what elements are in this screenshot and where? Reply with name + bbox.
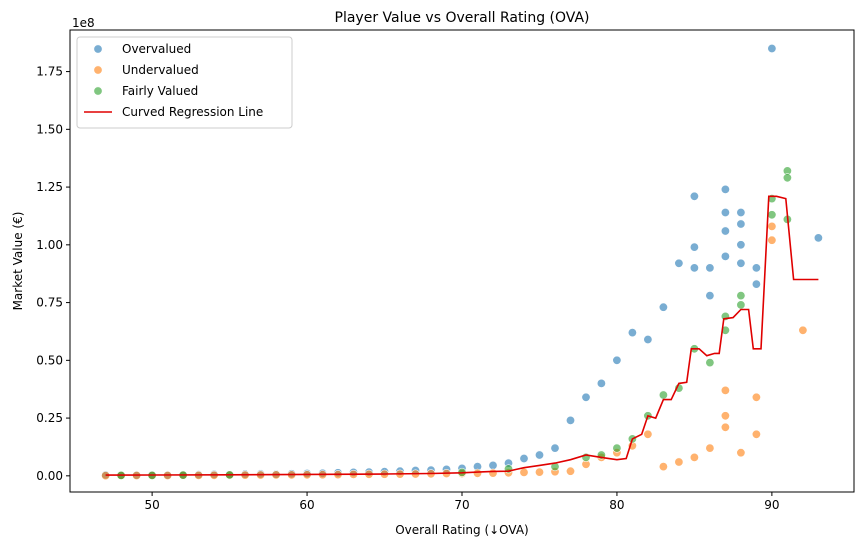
y-multiplier-label: 1e8 — [72, 16, 95, 30]
y-tick-label: 1.75 — [36, 65, 63, 79]
data-point-overvalued-46 — [720, 251, 730, 261]
data-point-overvalued-30 — [565, 415, 575, 425]
data-point-overvalued-32 — [596, 378, 606, 388]
data-point-undervalued-38 — [689, 452, 699, 462]
chart-title: Player Value vs Overall Rating (OVA) — [335, 10, 590, 26]
data-point-overvalued-33 — [612, 355, 622, 365]
plot-line — [105, 195, 819, 476]
legend-box — [76, 36, 293, 129]
data-point-overvalued-28 — [534, 450, 544, 460]
legend-marker-overvalued — [93, 44, 103, 54]
data-point-undervalued-35 — [643, 429, 653, 439]
x-axis-label: Overall Rating (↓OVA) — [395, 523, 529, 537]
data-point-undervalued-41 — [720, 411, 730, 421]
x-tick-label: 60 — [299, 498, 314, 512]
data-point-overvalued-34 — [627, 328, 637, 338]
x-axis: 50 60 70 80 90 — [144, 492, 780, 512]
data-point-overvalued-25 — [488, 460, 498, 470]
data-point-undervalued-47 — [767, 221, 777, 231]
data-point-undervalued-37 — [674, 457, 684, 467]
data-point-fairly-valued-18 — [736, 291, 746, 301]
data-point-undervalued-28 — [534, 467, 544, 477]
data-point-overvalued-45 — [720, 226, 730, 236]
data-point-overvalued-49 — [736, 240, 746, 250]
data-point-overvalued-52 — [751, 279, 761, 289]
y-axis-label: Market Value (€) — [11, 212, 25, 311]
data-point-overvalued-27 — [519, 453, 529, 463]
data-point-overvalued-40 — [689, 263, 699, 273]
data-point-overvalued-39 — [689, 242, 699, 252]
data-point-overvalued-35 — [643, 334, 653, 344]
legend-marker-undervalued — [93, 65, 103, 75]
data-point-undervalued-39 — [705, 443, 715, 453]
data-point-fairly-valued-15 — [705, 358, 715, 368]
data-point-overvalued-38 — [689, 191, 699, 201]
data-point-overvalued-29 — [550, 443, 560, 453]
data-point-undervalued-46 — [767, 235, 777, 245]
data-point-overvalued-51 — [751, 263, 761, 273]
data-point-overvalued-36 — [658, 302, 668, 312]
legend-label-undervalued: Undervalued — [122, 63, 199, 77]
data-point-overvalued-53 — [767, 43, 777, 53]
data-point-overvalued-31 — [581, 392, 591, 402]
data-point-overvalued-44 — [720, 208, 730, 218]
legend: Overvalued Undervalued Fairly Valued Curved… — [76, 36, 293, 129]
regression-line — [105, 195, 819, 476]
data-point-overvalued-50 — [736, 258, 746, 268]
data-point-fairly-valued-9 — [612, 443, 622, 453]
y-axis: 0.00 0.25 0.50 0.75 1.00 1.25 1.50 1.75 — [36, 65, 70, 483]
data-point-overvalued-48 — [736, 219, 746, 229]
data-point-undervalued-24 — [472, 468, 482, 478]
plot-points — [101, 43, 823, 481]
data-point-undervalued-36 — [658, 462, 668, 472]
data-point-undervalued-42 — [720, 385, 730, 395]
data-point-overvalued-42 — [705, 291, 715, 301]
y-tick-label: 0.75 — [36, 296, 63, 310]
data-point-undervalued-43 — [736, 448, 746, 458]
data-point-undervalued-25 — [488, 468, 498, 478]
x-tick-label: 90 — [764, 498, 779, 512]
data-point-overvalued-43 — [720, 184, 730, 194]
y-tick-label: 1.00 — [36, 238, 63, 252]
data-point-undervalued-40 — [720, 422, 730, 432]
y-tick-label: 1.25 — [36, 180, 63, 194]
data-point-undervalued-44 — [751, 392, 761, 402]
data-point-fairly-valued-12 — [658, 390, 668, 400]
data-point-fairly-valued-23 — [782, 173, 792, 183]
y-tick-label: 0.50 — [36, 353, 63, 367]
data-point-overvalued-41 — [705, 263, 715, 273]
data-point-undervalued-48 — [798, 325, 808, 335]
legend-label-fairly-valued: Fairly Valued — [122, 84, 198, 98]
x-tick-label: 80 — [609, 498, 624, 512]
x-tick-label: 50 — [144, 498, 159, 512]
y-tick-label: 0.25 — [36, 411, 63, 425]
data-point-overvalued-47 — [736, 208, 746, 218]
legend-label-curved-regression-line: Curved Regression Line — [122, 105, 263, 119]
data-point-undervalued-30 — [565, 466, 575, 476]
x-tick-label: 70 — [454, 498, 469, 512]
y-tick-label: 1.50 — [36, 122, 63, 136]
data-point-undervalued-45 — [751, 429, 761, 439]
data-point-overvalued-54 — [813, 233, 823, 243]
data-point-undervalued-27 — [519, 467, 529, 477]
data-point-overvalued-37 — [674, 258, 684, 268]
data-point-fairly-valued-20 — [767, 210, 777, 220]
legend-marker-fairly-valued — [93, 86, 103, 96]
legend-label-overvalued: Overvalued — [122, 42, 191, 56]
y-tick-label: 0.00 — [36, 469, 63, 483]
data-point-fairly-valued-19 — [736, 300, 746, 310]
